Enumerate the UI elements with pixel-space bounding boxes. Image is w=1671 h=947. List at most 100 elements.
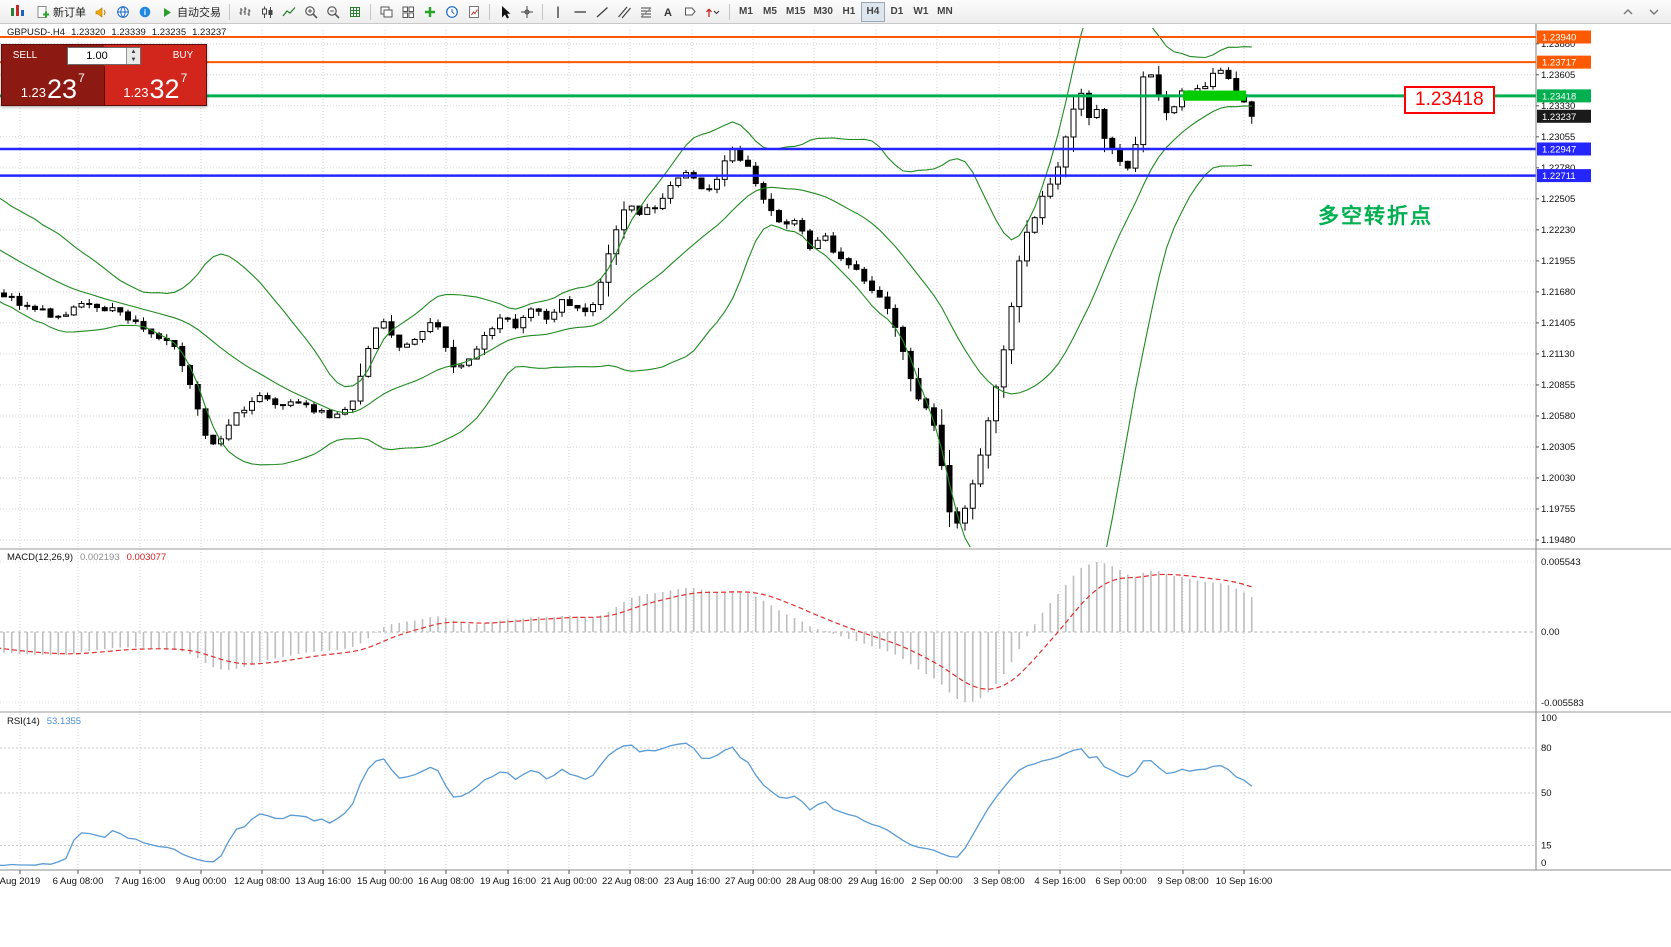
candle-body (504, 317, 511, 320)
volume-increase-button[interactable]: ▲ (127, 47, 140, 56)
candle-body (295, 401, 302, 404)
macd-histogram (3, 562, 1253, 702)
price-tag (1537, 142, 1591, 156)
vertical-line-tool-button[interactable] (547, 2, 569, 22)
trend-annotation-text[interactable]: 多空转折点 (1318, 205, 1433, 228)
timeframe-button-h1[interactable]: H1 (837, 2, 861, 22)
toolbar-separator (489, 3, 490, 20)
periods-button[interactable] (441, 2, 463, 22)
new-order-button[interactable]: 新订单 (32, 2, 90, 22)
macd-indicator-label: MACD(12,26,9) 0.002193 0.003077 (7, 552, 166, 563)
price-tick-label: 1.22780 (1541, 163, 1575, 174)
timeframe-button-m15[interactable]: M15 (782, 2, 809, 22)
volume-decrease-button[interactable]: ▼ (127, 55, 140, 64)
candle-body (442, 326, 449, 348)
toolbar-separator (729, 3, 730, 20)
web-button[interactable] (112, 2, 134, 22)
time-axis-label: 21 Aug 00:00 (541, 876, 597, 887)
sell-price-button[interactable]: 1.23 23 7 (2, 66, 105, 105)
grid-lines (0, 30, 1536, 869)
timeframe-button-m5[interactable]: M5 (758, 2, 782, 22)
candle-body (411, 338, 418, 345)
zoom-out-icon (327, 5, 340, 19)
candle-body (1148, 74, 1154, 78)
candle-body (39, 308, 46, 311)
timeframe-button-h4[interactable]: H4 (860, 1, 885, 22)
add-indicator-button[interactable] (419, 2, 441, 22)
chart-ohlc-header: GBPUSD-.H4 1.23320 1.23339 1.23235 1.232… (7, 27, 226, 38)
price-tick-label: 1.23605 (1541, 70, 1575, 81)
timeframe-button-m1[interactable]: M1 (734, 2, 758, 22)
channel-tool-button[interactable] (613, 2, 635, 22)
candle-body (365, 347, 372, 377)
candle-body (675, 177, 682, 187)
candle-body (1024, 231, 1030, 262)
sell-button[interactable]: SELL (2, 45, 48, 66)
candle-chart-button[interactable] (256, 2, 278, 22)
candle-body (628, 205, 635, 211)
time-axis-label: 27 Aug 00:00 (725, 876, 781, 887)
highlight-zone-rect[interactable] (1183, 90, 1246, 101)
scroll-down-icon (1649, 9, 1659, 15)
alerts-button[interactable] (90, 2, 112, 22)
candle-body (892, 307, 899, 328)
tile-windows-button[interactable] (397, 2, 419, 22)
price-tick-label: 1.21955 (1541, 256, 1575, 267)
candle-body (1086, 92, 1092, 118)
rsi-axis-label: 0 (1541, 858, 1546, 869)
candle-body (225, 424, 232, 440)
candle-body (16, 295, 23, 306)
zoom-in-button[interactable] (300, 2, 322, 22)
price-tag-label: 1.23717 (1542, 58, 1576, 69)
arrows-tool-button[interactable] (701, 2, 725, 22)
bar-chart-button[interactable] (234, 2, 256, 22)
grid-button[interactable] (344, 2, 366, 22)
price-callout-label[interactable]: 1.23418 (1404, 86, 1495, 114)
candle-body (1062, 136, 1069, 168)
candle-body (1070, 108, 1077, 138)
template-icon (469, 5, 479, 18)
fibonacci-tool-button[interactable] (635, 2, 657, 22)
help-button[interactable]: i (134, 2, 156, 22)
crosshair-button[interactable] (516, 2, 538, 22)
text-icon: A (664, 7, 672, 19)
candle-body (1217, 69, 1224, 74)
cursor-button[interactable] (494, 2, 516, 22)
candle-body (1101, 109, 1108, 139)
timeframe-button-d1[interactable]: D1 (885, 2, 909, 22)
cascade-windows-button[interactable] (375, 2, 397, 22)
symbol-timeframe-label: GBPUSD-.H4 (7, 27, 66, 38)
line-chart-icon (282, 6, 296, 16)
zoom-out-button[interactable] (322, 2, 344, 22)
horizontal-line-tool-button[interactable] (569, 2, 591, 22)
candle-body (1225, 69, 1232, 79)
buy-price-button[interactable]: 1.23 32 7 (104, 66, 206, 105)
volume-input[interactable] (68, 47, 126, 64)
templates-button[interactable] (463, 2, 485, 22)
text-tool-button[interactable]: A (657, 2, 679, 22)
candle-body (47, 308, 54, 318)
timeframe-button-m30[interactable]: M30 (809, 2, 836, 22)
line-chart-button[interactable] (278, 2, 300, 22)
chart-background (0, 24, 1671, 947)
candle-body (659, 197, 666, 209)
buy-button[interactable]: BUY (160, 45, 206, 66)
autotrade-button[interactable]: 自动交易 (156, 2, 225, 22)
timeframe-button-w1[interactable]: W1 (909, 2, 933, 22)
label-tool-button[interactable] (679, 2, 701, 22)
close-value: 1.23237 (192, 27, 227, 38)
scroll-down-button[interactable] (1643, 2, 1665, 22)
candle-body (70, 306, 77, 316)
trendline-tool-button[interactable] (591, 2, 613, 22)
timeframe-button-mn[interactable]: MN (933, 2, 957, 22)
candle-body (1000, 349, 1007, 388)
candle-body (489, 328, 496, 337)
trade-panel-prices: 1.23 23 7 1.23 32 7 (2, 66, 206, 105)
scroll-up-button[interactable] (1617, 2, 1639, 22)
price-tag (1537, 55, 1591, 69)
candle-body (450, 346, 457, 368)
candle-body (783, 221, 790, 225)
time-axis-label: 12 Aug 08:00 (234, 876, 290, 887)
candle-body (760, 183, 767, 200)
